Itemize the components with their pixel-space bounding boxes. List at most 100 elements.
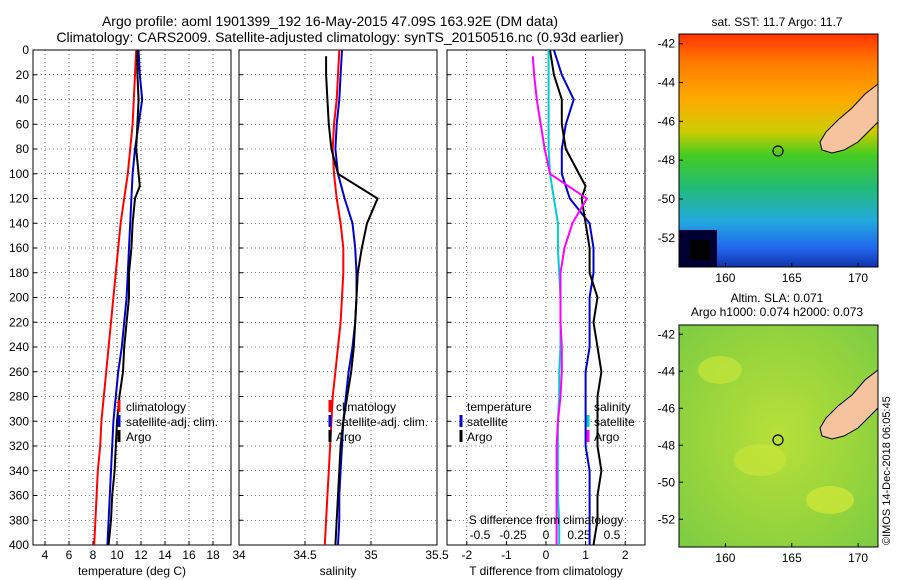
map-x-tick-label: 160 [715, 271, 735, 285]
legend-s-satellite-label: satellite [594, 415, 635, 429]
map-x-tick-label: 170 [848, 271, 868, 285]
sla-blob [698, 356, 742, 384]
x-tick-label: 8 [90, 548, 97, 562]
map-y-tick-label: -52 [658, 512, 676, 526]
y-tick-label: 100 [9, 167, 29, 181]
x-tick-label: 18 [206, 548, 220, 562]
map-x-tick-label: 160 [715, 551, 735, 565]
s-difference-label: S difference from climatology [469, 513, 624, 527]
y-tick-label: 160 [9, 241, 29, 255]
y-tick-label: 300 [9, 414, 29, 428]
new-zealand-landmass [819, 368, 879, 440]
x-tick-label: 2 [622, 548, 629, 562]
x-tick-label: 34 [232, 548, 246, 562]
legend-t-argo-label: Argo [467, 430, 493, 444]
sst-map-title: sat. SST: 11.7 Argo: 11.7 [712, 15, 843, 29]
legend-climatology-label: climatology [336, 400, 396, 414]
x-tick-label: 12 [134, 548, 148, 562]
y-tick-label: 200 [9, 291, 29, 305]
x-tick-label: -1 [501, 548, 512, 562]
y-tick-label: 240 [9, 340, 29, 354]
sst-map-frame [678, 33, 879, 268]
map-y-tick-label: -48 [658, 153, 676, 167]
argo-position-marker [772, 434, 784, 446]
new-zealand-landmass [819, 82, 879, 154]
y-tick-label: 360 [9, 489, 29, 503]
series-s-argo-magenta- [531, 56, 589, 545]
imos-credit: ©IMOS 14-Dec-2018 06:05:45 [881, 396, 893, 545]
s-tick-label: 0.5 [604, 528, 621, 542]
y-tick-label: 20 [16, 68, 30, 82]
temperature-legend: climatology satellite-adj. clim. Argo [117, 400, 218, 444]
map-x-tick-label: 170 [848, 551, 868, 565]
y-tick-label: 280 [9, 390, 29, 404]
figure-title-line2: Climatology: CARS2009. Satellite-adjuste… [56, 29, 623, 45]
s-tick-label: 0 [543, 528, 550, 542]
series-t-satellite [552, 49, 595, 545]
s-tick-label: -0.25 [499, 528, 527, 542]
y-tick-label: 180 [9, 266, 29, 280]
series-t-argo [549, 49, 603, 546]
y-tick-label: 80 [16, 142, 30, 156]
series-argo [325, 56, 379, 546]
x-tick-label: 16 [182, 548, 196, 562]
legend-salinity-heading: salinity [594, 400, 631, 414]
sla-map-title-2: Argo h1000: 0.074 h2000: 0.073 [691, 305, 863, 319]
x-tick-label: 34.5 [293, 548, 317, 562]
x-tick-label: 6 [66, 548, 73, 562]
y-tick-label: 340 [9, 464, 29, 478]
series-climatology [93, 49, 138, 546]
x-tick-label: 1 [582, 548, 589, 562]
figure-title-line1: Argo profile: aoml 1901399_192 16-May-20… [102, 13, 558, 29]
y-tick-label: 380 [9, 513, 29, 527]
sst-dark-patch [690, 240, 710, 260]
s-tick-label: -0.5 [470, 528, 491, 542]
temperature-xlabel: temperature (deg C) [78, 564, 186, 578]
series-argo [107, 50, 141, 546]
legend-argo-label: Argo [336, 430, 362, 444]
x-tick-label: 35 [364, 548, 378, 562]
map-y-tick-label: -42 [658, 327, 676, 341]
legend-satellite-label: satellite-adj. clim. [336, 415, 428, 429]
argo-position-marker [772, 145, 784, 157]
legend-satellite-label: satellite-adj. clim. [126, 415, 218, 429]
s-tick-label: 0.25 [567, 528, 591, 542]
salinity-xlabel: salinity [320, 564, 357, 578]
x-tick-label: -2 [461, 548, 472, 562]
y-tick-label: 120 [9, 192, 29, 206]
difference-panel: -2 -1 0 1 2 -0.5 -0.25 0 0.25 0.5 S difference fr… [446, 49, 646, 578]
series-climatology [323, 49, 345, 546]
sla-map-title-1: Altim. SLA: 0.071 [731, 291, 824, 305]
sla-blob [806, 486, 854, 514]
sst-map: sat. SST: 11.7 Argo: 11.7 160 165 170 -42 -4… [658, 15, 879, 285]
sla-map: Altim. SLA: 0.071 Argo h1000: 0.074 h200… [658, 291, 879, 565]
y-tick-label: 0 [22, 43, 29, 57]
x-tick-label: 10 [110, 548, 124, 562]
map-x-tick-label: 165 [782, 551, 802, 565]
y-tick-label: 400 [9, 538, 29, 552]
sla-blob [734, 444, 786, 476]
map-x-tick-label: 165 [782, 271, 802, 285]
legend-t-satellite-label: satellite [467, 415, 508, 429]
salinity-panel: 34 34.5 35 35.5 salinity [232, 49, 449, 578]
map-y-tick-label: -44 [658, 76, 676, 90]
map-y-tick-label: -46 [658, 114, 676, 128]
sla-map-frame [678, 324, 879, 548]
legend-climatology-label: climatology [126, 400, 186, 414]
series-s-satellite-cyan- [547, 50, 562, 545]
y-tick-label: 40 [16, 93, 30, 107]
y-tick-label: 320 [9, 439, 29, 453]
t-difference-xlabel: T difference from climatology [469, 564, 623, 578]
map-y-tick-label: -50 [658, 192, 676, 206]
legend-s-argo-label: Argo [594, 430, 620, 444]
y-tick-label: 220 [9, 315, 29, 329]
legend-temperature-heading: temperature [467, 400, 532, 414]
map-y-tick-label: -46 [658, 401, 676, 415]
x-tick-label: 0 [543, 548, 550, 562]
x-tick-label: 4 [42, 548, 49, 562]
difference-legend: temperature satellite Argo salinity sate… [459, 400, 635, 444]
salinity-legend: climatology satellite-adj. clim. Argo [328, 400, 428, 444]
x-tick-label: 35.5 [425, 548, 449, 562]
legend-argo-label: Argo [126, 430, 152, 444]
